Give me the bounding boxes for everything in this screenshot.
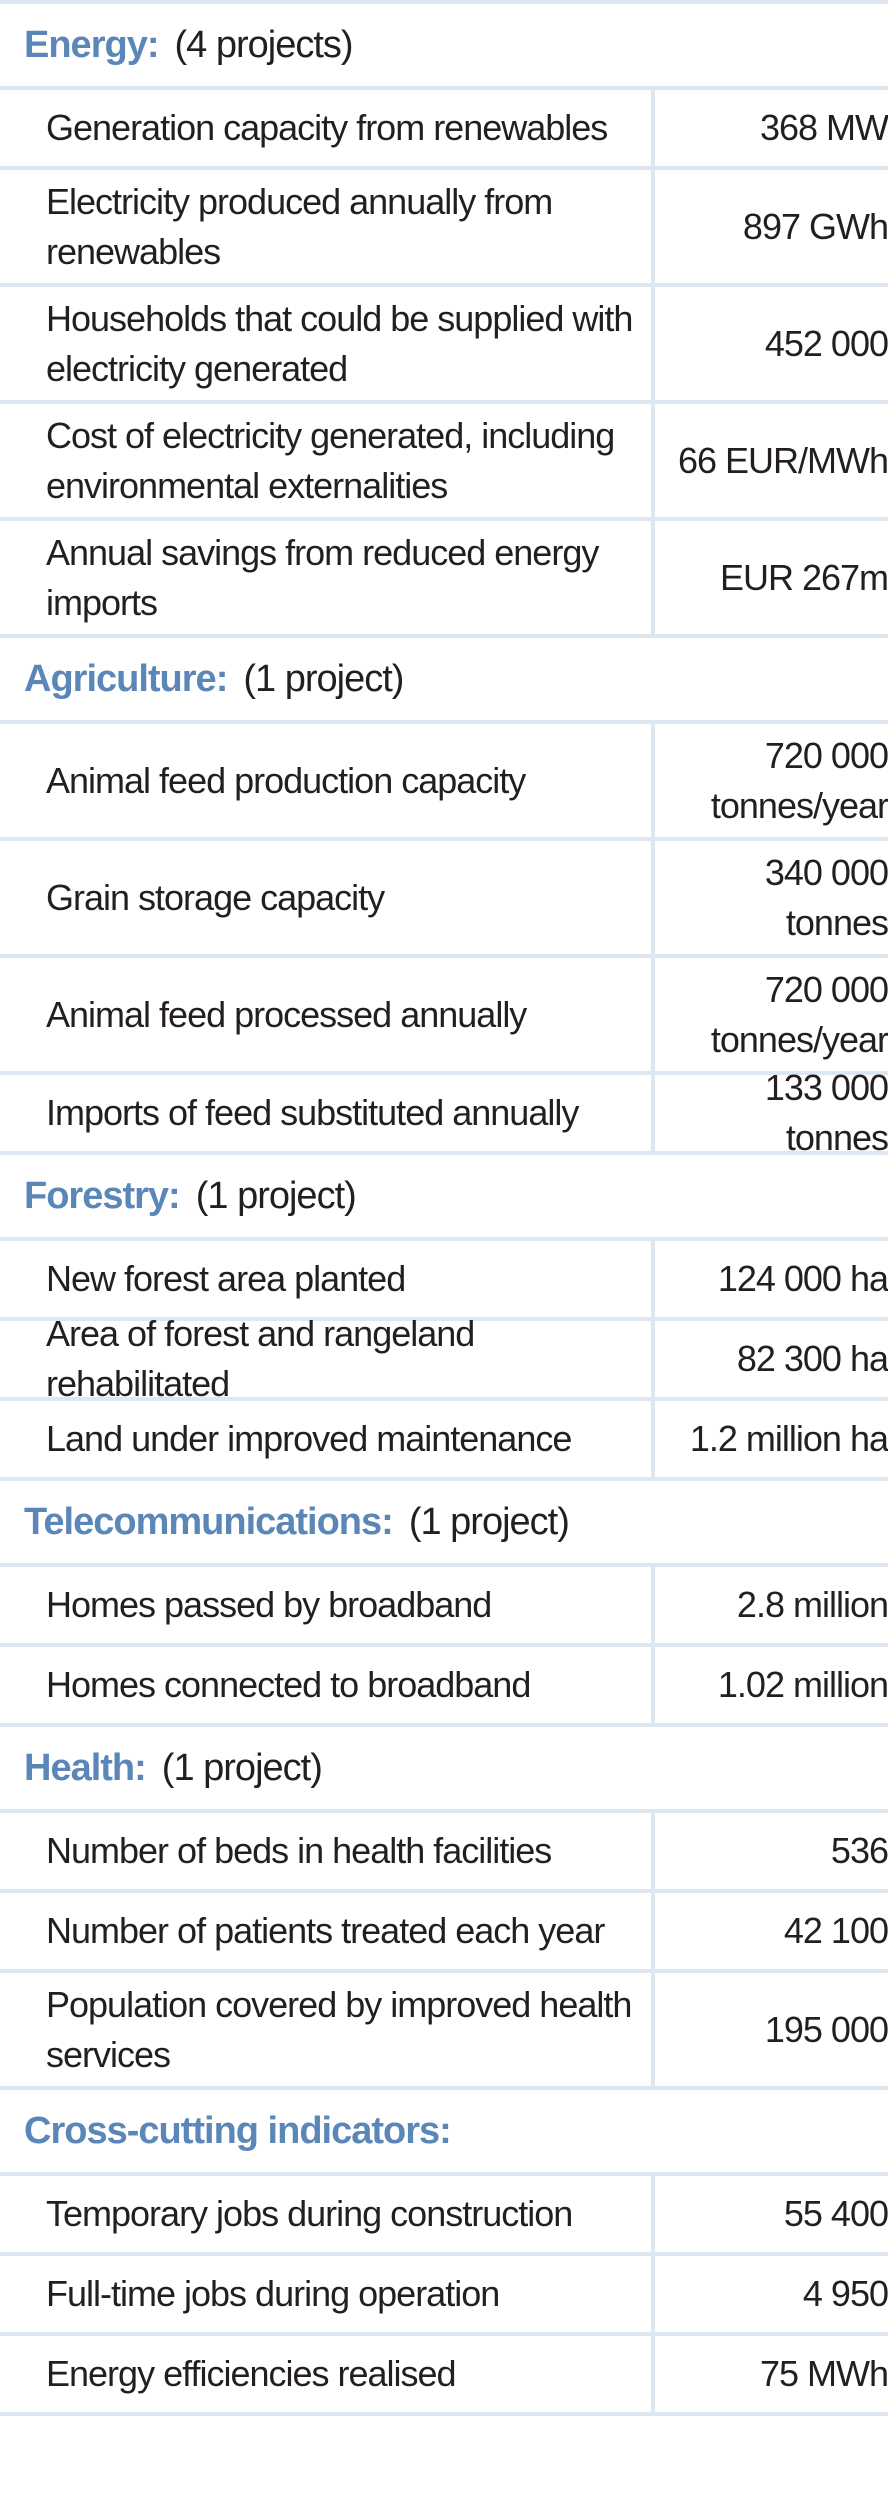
indicator-value: 124 000 ha — [717, 1258, 888, 1299]
table-row: Area of forest and rangeland rehabilitat… — [0, 1313, 888, 1404]
section-title: Agriculture: — [24, 657, 228, 700]
section-title: Telecommunications: — [24, 1500, 394, 1543]
indicator-value: 133 000 tonnes — [764, 1067, 888, 1158]
section-count: (1 project) — [243, 657, 404, 700]
section-title: Cross-cutting indicators: — [24, 2109, 452, 2152]
indicator-label: Households that could be supplied with e… — [0, 287, 655, 400]
table-row: Energy efficiencies realised 75 MWh — [0, 2336, 888, 2416]
table-row: Temporary jobs during construction 55 40… — [0, 2176, 888, 2256]
indicator-value: 66 EUR/MWh — [677, 439, 888, 481]
top-divider — [0, 0, 888, 4]
indicator-value: 720 000 tonnes/year — [710, 968, 888, 1060]
indicator-label: Population covered by improved health se… — [0, 1973, 655, 2086]
indicator-value: 55 400 — [783, 2193, 888, 2234]
table-row: Population covered by improved health se… — [0, 1973, 888, 2090]
indicator-value: 1.2 million ha — [689, 1418, 888, 1459]
indicator-value: 368 MW — [759, 107, 888, 148]
table-row: Cost of electricity generated, including… — [0, 404, 888, 521]
table-row: Homes passed by broadband 2.8 million — [0, 1567, 888, 1647]
indicator-label: Energy efficiencies realised — [0, 2336, 655, 2412]
section-count: (1 project) — [408, 1500, 570, 1543]
indicator-value: 720 000 tonnes/year — [710, 734, 888, 826]
indicator-label: Grain storage capacity — [0, 841, 655, 954]
table-row: Number of patients treated each year 42 … — [0, 1893, 888, 1973]
indicator-label: Temporary jobs during construction — [0, 2176, 655, 2252]
indicator-label: Number of patients treated each year — [0, 1893, 655, 1969]
section-header-cross-cutting: Cross-cutting indicators: — [0, 2090, 888, 2176]
section-count: (1 project) — [195, 1174, 357, 1217]
indicator-label: Electricity produced annually from renew… — [0, 170, 655, 283]
section-header-energy: Energy: (4 projects) — [0, 4, 888, 90]
indicator-label: Annual savings from reduced energy impor… — [0, 521, 655, 634]
indicator-value: 1.02 million — [717, 1664, 888, 1705]
section-header-agriculture: Agriculture: (1 project) — [0, 638, 888, 724]
indicator-label: Number of beds in health facilities — [0, 1813, 655, 1889]
indicator-label: Area of forest and rangeland rehabilitat… — [0, 1313, 655, 1404]
table-row: Electricity produced annually from renew… — [0, 170, 888, 287]
table-row: Land under improved maintenance 1.2 mill… — [0, 1401, 888, 1481]
table-row: Animal feed processed annually 720 000 t… — [0, 958, 888, 1075]
table-row: Households that could be supplied with e… — [0, 287, 888, 404]
indicator-value: 82 300 ha — [736, 1338, 888, 1379]
table-row: Full-time jobs during operation 4 950 — [0, 2256, 888, 2336]
indicator-value: 4 950 — [802, 2273, 888, 2314]
indicator-value: 452 000 — [764, 322, 888, 364]
table-row: Grain storage capacity 340 000 tonnes — [0, 841, 888, 958]
indicator-value: 75 MWh — [759, 2353, 888, 2394]
section-title: Forestry: — [24, 1174, 181, 1217]
section-count: (1 project) — [161, 1746, 323, 1789]
table-row: Imports of feed substituted annually 133… — [0, 1067, 888, 1158]
indicator-label: Full-time jobs during operation — [0, 2256, 655, 2332]
indicator-label: Cost of electricity generated, including… — [0, 404, 655, 517]
indicator-label: Animal feed production capacity — [0, 724, 655, 837]
table-row: Annual savings from reduced energy impor… — [0, 521, 888, 638]
indicator-value: 340 000 tonnes — [764, 851, 888, 943]
table-row: Number of beds in health facilities 536 — [0, 1813, 888, 1893]
indicator-label: Imports of feed substituted annually — [0, 1075, 655, 1151]
section-count: (4 projects) — [174, 23, 353, 66]
table-row: Homes connected to broadband 1.02 millio… — [0, 1647, 888, 1727]
indicator-label: Land under improved maintenance — [0, 1401, 655, 1477]
section-header-telecommunications: Telecommunications: (1 project) — [0, 1481, 888, 1567]
indicator-value: 195 000 — [764, 2008, 888, 2050]
table-row: New forest area planted 124 000 ha — [0, 1241, 888, 1321]
section-header-health: Health: (1 project) — [0, 1727, 888, 1813]
indicator-label: Generation capacity from renewables — [0, 90, 655, 166]
indicator-label: Homes connected to broadband — [0, 1647, 655, 1723]
indicator-label: Animal feed processed annually — [0, 958, 655, 1071]
section-header-forestry: Forestry: (1 project) — [0, 1155, 888, 1241]
table-row: Animal feed production capacity 720 000 … — [0, 724, 888, 841]
indicator-label: New forest area planted — [0, 1241, 655, 1317]
indicator-label: Homes passed by broadband — [0, 1567, 655, 1643]
indicator-value: EUR 267m — [719, 556, 888, 598]
section-title: Energy: — [24, 23, 159, 66]
table-row: Generation capacity from renewables 368 … — [0, 90, 888, 170]
indicator-value: 42 100 — [783, 1910, 888, 1951]
indicator-value: 2.8 million — [736, 1584, 888, 1625]
indicator-value: 536 — [830, 1830, 888, 1871]
section-title: Health: — [24, 1746, 147, 1789]
indicator-value: 897 GWh — [742, 205, 888, 247]
